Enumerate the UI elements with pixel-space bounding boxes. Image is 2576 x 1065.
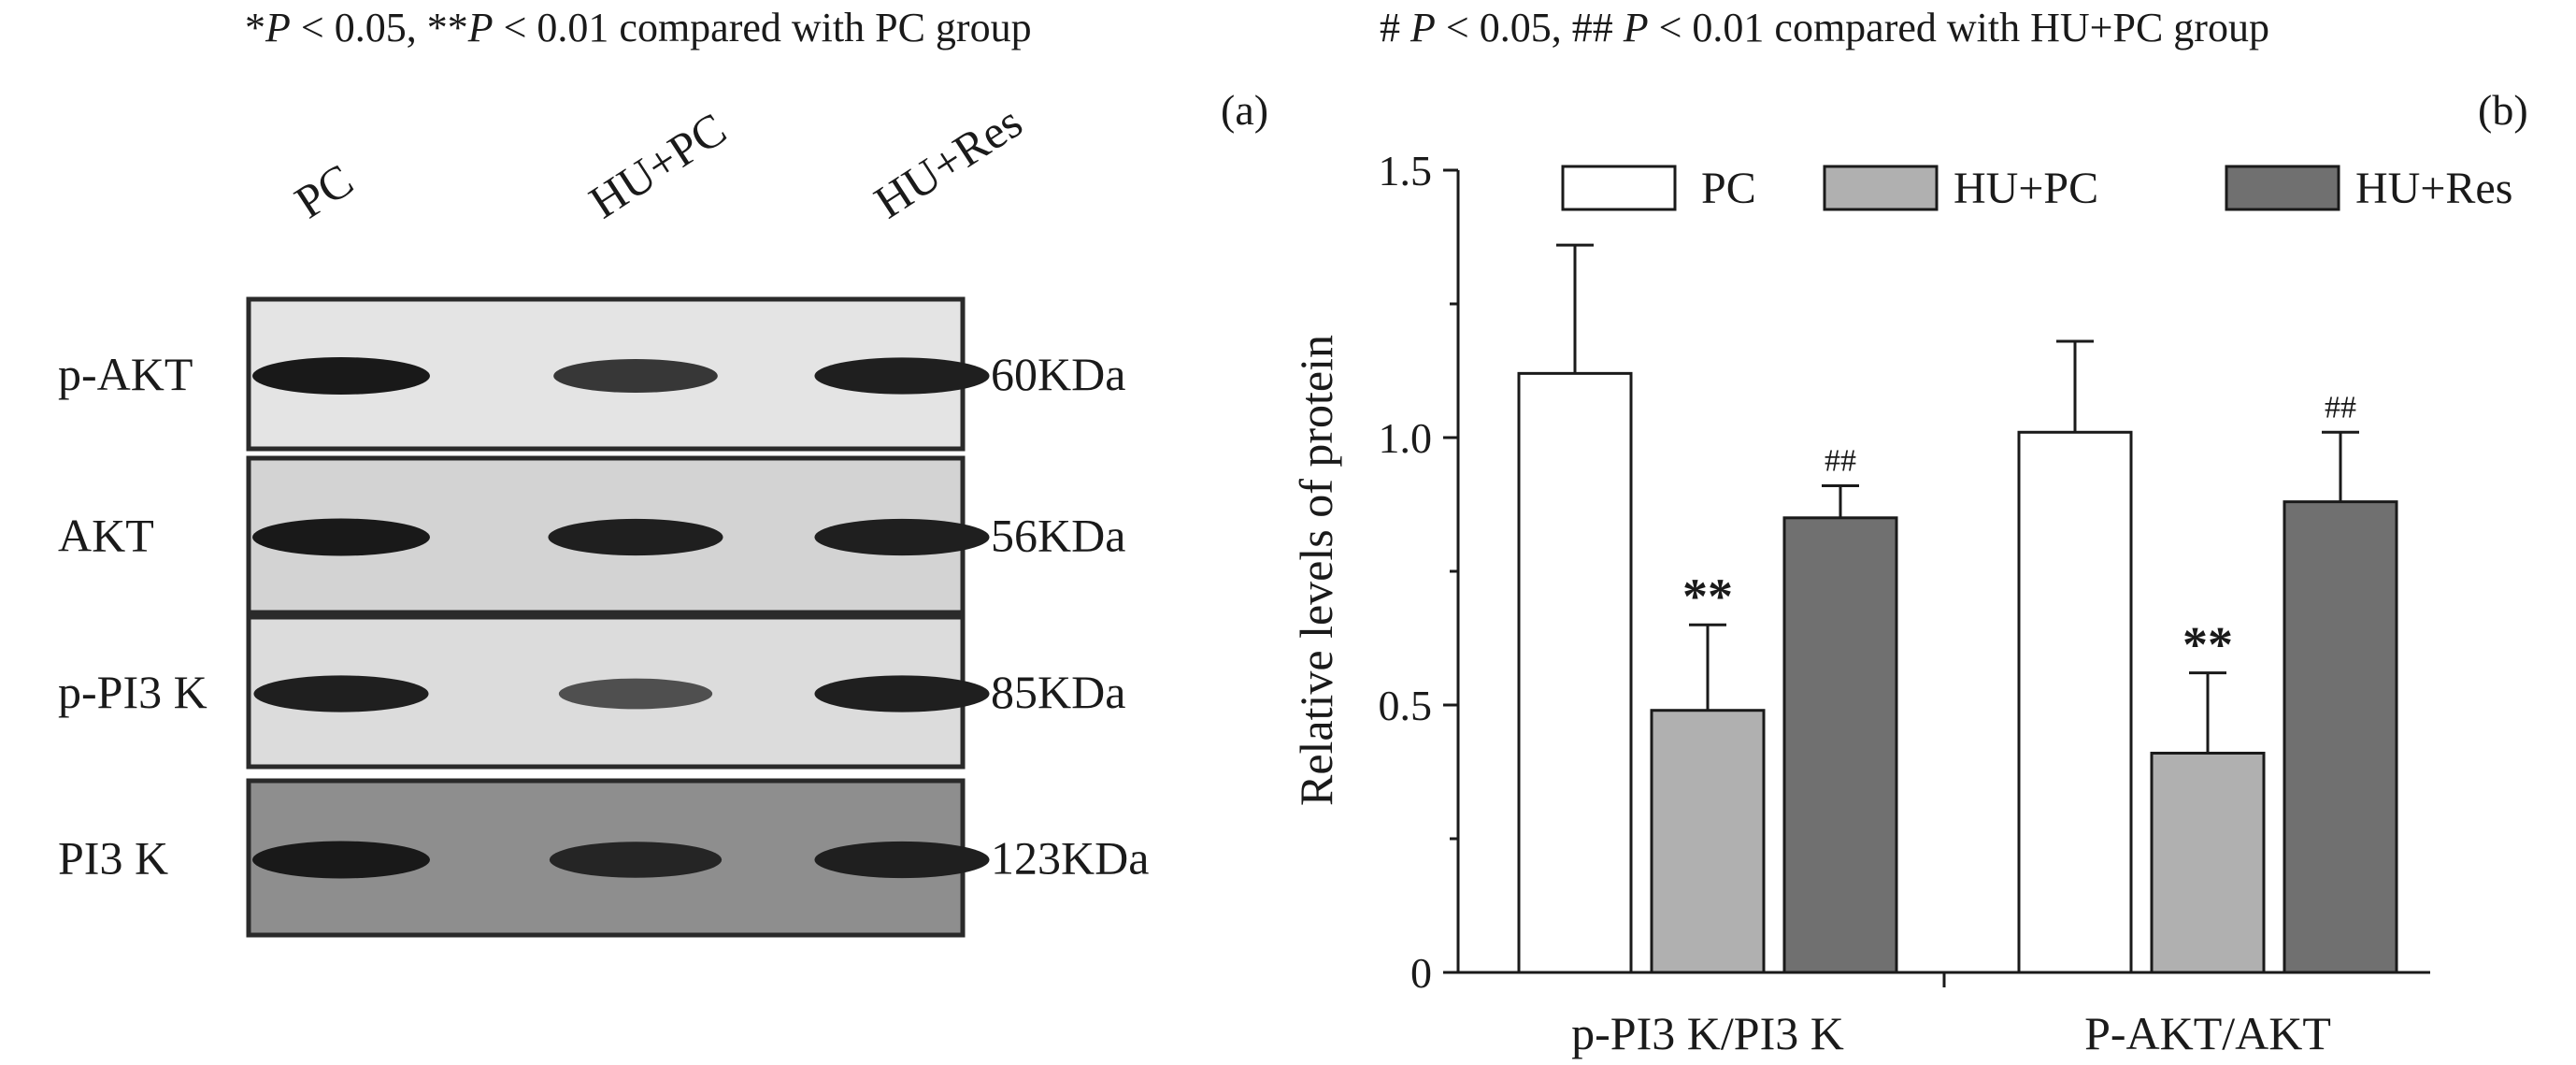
y-tick-label: 1.5 <box>1379 147 1433 194</box>
bar <box>1517 371 1633 974</box>
y-tick-label: 0.5 <box>1379 682 1433 729</box>
x-category-label: P-AKT/AKT <box>2084 1007 2331 1059</box>
note-right: # P < 0.05, ## P < 0.01 compared with HU… <box>1380 5 2269 50</box>
protein-label: AKT <box>58 510 154 562</box>
bar <box>2283 500 2398 974</box>
protein-size: 56KDa <box>991 510 1125 562</box>
bar <box>1650 709 1766 974</box>
protein-band <box>549 842 723 878</box>
panel-a-label: (a) <box>1221 86 1268 134</box>
protein-band <box>814 841 990 879</box>
protein-band <box>253 675 429 712</box>
lane-label: HU+PC <box>580 102 735 228</box>
significance-mark: ** <box>2182 617 2233 673</box>
protein-label: p-PI3 K <box>58 666 208 718</box>
x-category-label: p-PI3 K/PI3 K <box>1571 1007 1844 1059</box>
protein-label: PI3 K <box>58 832 168 885</box>
protein-label: p-AKT <box>58 348 193 400</box>
legend-label: PC <box>1701 164 1756 213</box>
legend-label: HU+Res <box>2355 164 2512 213</box>
lane-label: PC <box>285 153 362 228</box>
y-tick-label: 1.0 <box>1379 414 1433 462</box>
protein-band <box>814 675 990 712</box>
bar <box>2017 430 2133 974</box>
protein-band <box>814 518 990 556</box>
bar <box>1782 516 1898 974</box>
protein-band <box>814 357 990 395</box>
legend-swatch <box>2225 165 2340 211</box>
protein-band <box>252 357 430 395</box>
significance-mark: ** <box>1682 568 1733 625</box>
bar <box>2150 751 2266 974</box>
significance-mark: ## <box>1825 443 1856 478</box>
protein-band <box>548 518 723 556</box>
bar-chart: 0 0.5 1.0 1.5 Relative levels of protein ** ##… <box>1290 147 2512 1059</box>
western-blot: PC HU+PC HU+Res p-AKT 60KDa AKT 56KDa p-PI3 K 85… <box>58 95 1149 938</box>
protein-band <box>252 841 430 879</box>
note-left: *P < 0.05, **P < 0.01 compared with PC g… <box>245 5 1032 50</box>
y-tick-label: 0 <box>1410 949 1432 997</box>
protein-size: 123KDa <box>991 832 1149 885</box>
protein-band <box>553 359 718 393</box>
protein-band <box>252 518 430 556</box>
panel-b-label: (b) <box>2478 86 2528 134</box>
significance-mark: ## <box>2325 390 2356 425</box>
legend-label: HU+PC <box>1953 164 2098 213</box>
y-axis-label: Relative levels of protein <box>1290 335 1342 806</box>
lane-label: HU+Res <box>865 95 1031 229</box>
legend-swatch <box>1561 165 1677 211</box>
protein-size: 85KDa <box>991 666 1125 718</box>
legend-swatch <box>1823 165 1939 211</box>
protein-band <box>558 678 713 710</box>
protein-size: 60KDa <box>991 348 1125 400</box>
